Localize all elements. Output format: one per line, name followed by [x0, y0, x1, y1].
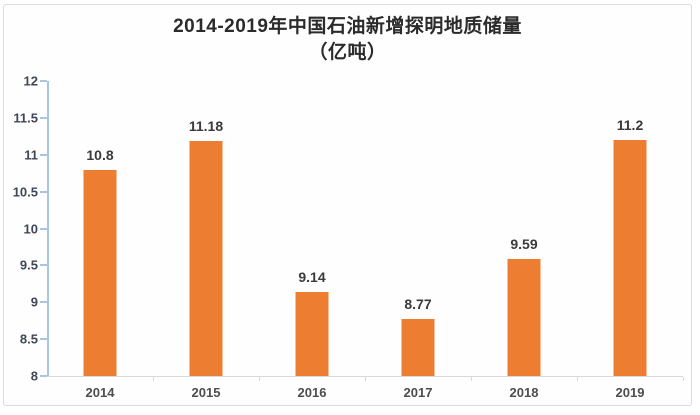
y-axis-tick	[40, 227, 47, 230]
y-axis-tick-labels: 12 11.5 11 10.5 10 9.5 9 8.5 8	[4, 74, 38, 384]
x-axis-category-label: 2018	[509, 385, 539, 400]
y-axis-tick	[40, 375, 47, 377]
x-axis-category-label: 2016	[297, 385, 327, 400]
bar	[83, 169, 117, 376]
bar	[613, 140, 647, 376]
bar	[507, 258, 541, 376]
y-axis-tick-label: 8	[30, 368, 38, 384]
x-axis-tick	[259, 377, 260, 381]
x-axis-tick	[577, 377, 578, 381]
y-axis-tick	[40, 153, 47, 156]
bar-slot: 11.18 2015	[153, 81, 259, 400]
bar-slot: 9.59 2018	[471, 81, 577, 400]
x-axis-category-label: 2015	[191, 385, 221, 400]
x-axis-tick	[365, 377, 366, 381]
y-axis-tick-label: 9	[30, 294, 38, 310]
bar-value-label: 8.77	[404, 296, 432, 313]
chart-title: 2014-2019年中国石油新增探明地质储量 （亿吨）	[4, 14, 691, 66]
y-axis-tick-label: 12	[23, 73, 38, 89]
x-axis-category-label: 2014	[85, 385, 115, 400]
y-axis-line	[47, 81, 49, 376]
x-axis-category-label: 2017	[403, 385, 433, 400]
bar	[295, 291, 329, 376]
bar-slot: 11.2 2019	[577, 81, 683, 400]
y-axis-tick	[40, 190, 47, 193]
bar	[189, 141, 223, 376]
bar-slot: 9.14 2016	[259, 81, 365, 400]
x-axis-tick	[471, 377, 472, 381]
y-axis-tick	[40, 338, 47, 341]
bar-slot: 10.8 2014	[47, 81, 153, 400]
bar-value-label: 9.59	[510, 235, 538, 252]
bar-value-label: 11.18	[188, 118, 224, 135]
x-axis-tick	[683, 377, 684, 381]
y-axis-tick-label: 9.5	[19, 257, 38, 273]
y-axis-tick	[40, 80, 47, 82]
bar	[401, 319, 435, 376]
y-axis-tick	[40, 116, 47, 119]
y-axis-tick	[40, 264, 47, 267]
bar-slot: 8.77 2017	[365, 81, 471, 400]
y-axis-tick-label: 10	[23, 221, 38, 236]
y-axis-tick-label: 11.5	[13, 110, 38, 126]
x-axis-category-label: 2019	[615, 385, 645, 400]
y-axis-tick-label: 11	[24, 147, 38, 163]
chart-title-line2: （亿吨）	[308, 42, 387, 63]
y-axis-tick	[40, 301, 47, 304]
x-axis-line	[47, 376, 683, 377]
plot-area: 10.8 2014 11.18 2015 9.14 2016 8.77 2017 9.59 201…	[40, 80, 684, 400]
bar-value-label: 10.8	[86, 146, 114, 163]
chart-title-line1: 2014-2019年中国石油新增探明地质储量	[173, 16, 522, 37]
bar-value-label: 11.2	[616, 117, 644, 133]
x-axis-tick	[153, 377, 154, 381]
y-axis-tick-label: 10.5	[12, 184, 38, 200]
bar-value-label: 9.14	[298, 268, 326, 285]
chart-card: 2014-2019年中国石油新增探明地质储量 （亿吨） 12 11.5 11 10.5…	[3, 4, 692, 406]
y-axis-tick-label: 8.5	[19, 331, 38, 347]
